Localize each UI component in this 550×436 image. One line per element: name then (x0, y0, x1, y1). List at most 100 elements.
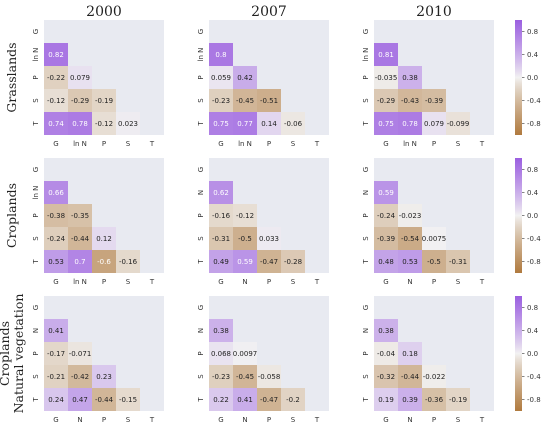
cell-value-label: -0.31 (212, 235, 230, 243)
row-title: Croplands (4, 183, 19, 248)
cell-value-label: -0.22 (47, 74, 65, 82)
cell-value-label: -0.31 (449, 258, 467, 266)
heatmap-cell (374, 227, 398, 250)
cell-value-label: 0.068 (211, 350, 231, 358)
y-tick-label: P (197, 351, 205, 355)
cell-value-label: 0.23 (96, 373, 112, 381)
x-tick-label: P (102, 278, 106, 286)
cell-value-label: 0.59 (378, 189, 394, 197)
heatmap-cell (422, 365, 446, 388)
cell-value-label: -0.16 (212, 212, 231, 220)
heatmap-cell (209, 342, 233, 365)
heatmap-cell (374, 112, 398, 135)
cell-value-label: -0.44 (95, 396, 114, 404)
heatmap-cell (209, 204, 233, 227)
heatmap-cell (374, 388, 398, 411)
heatmap-cell (374, 89, 398, 112)
x-tick-label: P (102, 416, 106, 424)
column-title: 2007 (251, 4, 287, 20)
colorbar-tick-label: -0.8 (527, 258, 541, 266)
y-tick-label: G (362, 29, 370, 34)
y-tick-label: P (32, 75, 40, 79)
heatmap-cell (398, 66, 422, 89)
x-tick-label: N (407, 416, 412, 424)
cell-value-label: -0.17 (47, 350, 65, 358)
y-tick-label: T (197, 259, 205, 265)
heatmap-cell (257, 365, 281, 388)
y-tick-label: N (32, 328, 40, 333)
heatmap-cell (398, 365, 422, 388)
y-tick-label: P (32, 351, 40, 355)
heatmap-cell (92, 250, 116, 273)
x-tick-label: T (314, 416, 320, 424)
heatmap-cell (257, 89, 281, 112)
y-tick-label: N (362, 328, 370, 333)
heatmap-cell (257, 250, 281, 273)
cell-value-label: 0.8 (215, 51, 226, 59)
heatmap-cell (209, 112, 233, 135)
heatmap-cell (257, 112, 281, 135)
cell-value-label: 0.24 (48, 396, 64, 404)
colorbar-tick-label: -0.4 (527, 373, 541, 381)
cell-value-label: -0.12 (95, 120, 113, 128)
cell-value-label: -0.47 (260, 258, 278, 266)
heatmap-cell (44, 342, 68, 365)
x-tick-label: G (218, 416, 223, 424)
y-tick-label: ln N (32, 48, 40, 62)
cell-value-label: -0.6 (97, 258, 111, 266)
y-tick-label: P (362, 351, 370, 355)
heatmap-cell (233, 89, 257, 112)
heatmap-cell (68, 250, 92, 273)
heatmap-panel: 0.62 -0.16 -0.12 -0.31 -0.5 0.033 0.49 0.59 -0.4… (197, 158, 329, 286)
heatmap-cell (422, 250, 446, 273)
heatmap-cell (281, 388, 305, 411)
cell-value-label: 0.023 (118, 120, 138, 128)
y-tick-label: N (362, 190, 370, 195)
cell-value-label: -0.15 (119, 396, 137, 404)
cell-value-label: -0.43 (401, 97, 419, 105)
cell-value-label: 0.0075 (422, 235, 447, 243)
x-tick-label: S (456, 416, 461, 424)
heatmap-cell (92, 89, 116, 112)
cell-value-label: 0.079 (70, 74, 90, 82)
cell-value-label: -0.24 (377, 212, 396, 220)
cell-value-label: -0.022 (423, 373, 446, 381)
heatmap-cell (446, 388, 470, 411)
heatmap-cell (209, 89, 233, 112)
x-tick-label: S (291, 278, 296, 286)
cell-value-label: -0.54 (401, 235, 420, 243)
x-tick-label: P (267, 278, 271, 286)
cell-value-label: 0.0097 (233, 350, 258, 358)
cell-value-label: -0.035 (375, 74, 398, 82)
heatmap-cell (44, 250, 68, 273)
y-tick-label: T (362, 121, 370, 127)
cell-value-label: 0.39 (402, 396, 418, 404)
cell-value-label: -0.38 (47, 212, 65, 220)
column-title: 2010 (416, 4, 452, 20)
y-tick-label: T (32, 121, 40, 127)
y-tick-label: S (362, 236, 370, 241)
heatmap-cell (44, 388, 68, 411)
colorbar: 0.8 0.4 0.0 -0.4 -0.8 (515, 20, 541, 135)
cell-value-label: -0.44 (401, 373, 420, 381)
heatmap-cell (374, 250, 398, 273)
cell-value-label: 0.033 (259, 235, 279, 243)
cell-value-label: -0.5 (427, 258, 441, 266)
heatmap-panel: 0.59 -0.24 -0.023 -0.39 -0.54 0.0075 0.48 0.53 -… (362, 158, 494, 286)
cell-value-label: -0.2 (286, 396, 300, 404)
colorbar-tick-label: 0.4 (527, 189, 539, 197)
x-tick-label: ln N (73, 140, 87, 148)
cell-value-label: -0.23 (212, 373, 230, 381)
heatmap-cell (374, 43, 398, 66)
cell-value-label: 0.53 (48, 258, 64, 266)
y-tick-label: T (197, 397, 205, 403)
y-tick-label: T (197, 121, 205, 127)
heatmap-cell (68, 66, 92, 89)
y-tick-label: T (362, 397, 370, 403)
x-tick-label: N (242, 278, 247, 286)
cell-value-label: 0.7 (74, 258, 85, 266)
heatmap-cell (257, 227, 281, 250)
y-tick-label: G (32, 29, 40, 34)
y-tick-label: N (197, 328, 205, 333)
